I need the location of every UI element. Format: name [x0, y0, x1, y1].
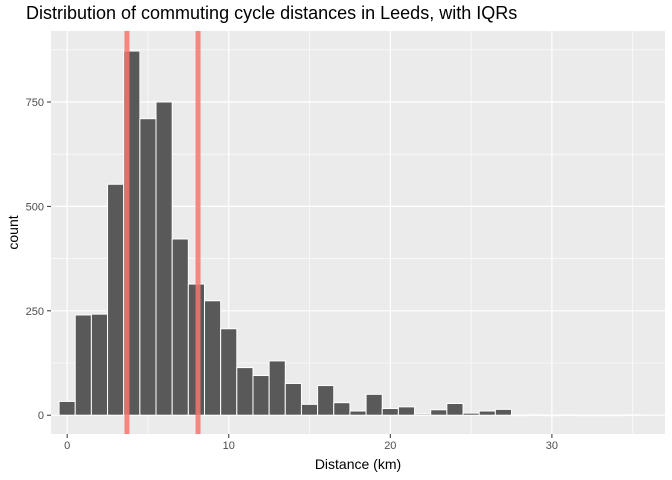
histogram-bar [559, 414, 577, 416]
histogram-bar [414, 413, 432, 416]
histogram-bar [543, 414, 561, 417]
histogram-bar [365, 393, 383, 416]
histogram-bar [607, 414, 626, 417]
histogram-bar [139, 118, 157, 416]
y-tick-label: 750 [26, 97, 44, 109]
chart-title: Distribution of commuting cycle distance… [26, 3, 518, 23]
histogram-bar [236, 367, 254, 416]
histogram-bar [74, 314, 92, 416]
histogram-bar [333, 402, 351, 416]
histogram-bar [381, 408, 399, 416]
x-tick-label: 10 [223, 440, 235, 452]
histogram-bar [220, 328, 238, 416]
histogram-bar [268, 360, 286, 416]
histogram-bar [58, 400, 76, 416]
histogram-bar [107, 183, 125, 416]
histogram-bar [624, 414, 642, 416]
y-tick-label: 500 [26, 201, 44, 213]
iqr-lines [124, 31, 201, 434]
histogram-bar [478, 410, 496, 416]
histogram-bar [252, 375, 270, 416]
histogram-bar [155, 101, 173, 416]
x-tick-label: 0 [64, 440, 70, 452]
y-axis: 0 250 500 750 [26, 97, 51, 422]
histogram-bar [494, 408, 512, 416]
x-tick-label: 20 [384, 440, 396, 452]
histogram-bar [527, 414, 545, 416]
histogram-bar [204, 300, 222, 416]
histogram-bar [462, 412, 480, 416]
x-tick-label: 30 [546, 440, 558, 452]
histogram-bar [575, 414, 593, 417]
histogram-bar [90, 313, 109, 416]
y-tick-label: 0 [38, 410, 44, 422]
y-axis-title: count [5, 215, 21, 249]
histogram-bar [300, 403, 319, 416]
histogram-bar [349, 410, 367, 416]
histogram-bar [511, 414, 529, 417]
histogram-bar [171, 238, 189, 416]
histogram-bar [397, 406, 416, 416]
histogram-bar [284, 382, 302, 416]
histogram-bar [430, 409, 448, 416]
y-tick-label: 250 [26, 306, 44, 318]
histogram-bar [591, 414, 609, 417]
histogram-bar [446, 403, 464, 416]
x-axis: 0 10 20 30 [64, 434, 558, 452]
x-axis-title: Distance (km) [315, 456, 401, 472]
histogram-bar [317, 385, 335, 416]
